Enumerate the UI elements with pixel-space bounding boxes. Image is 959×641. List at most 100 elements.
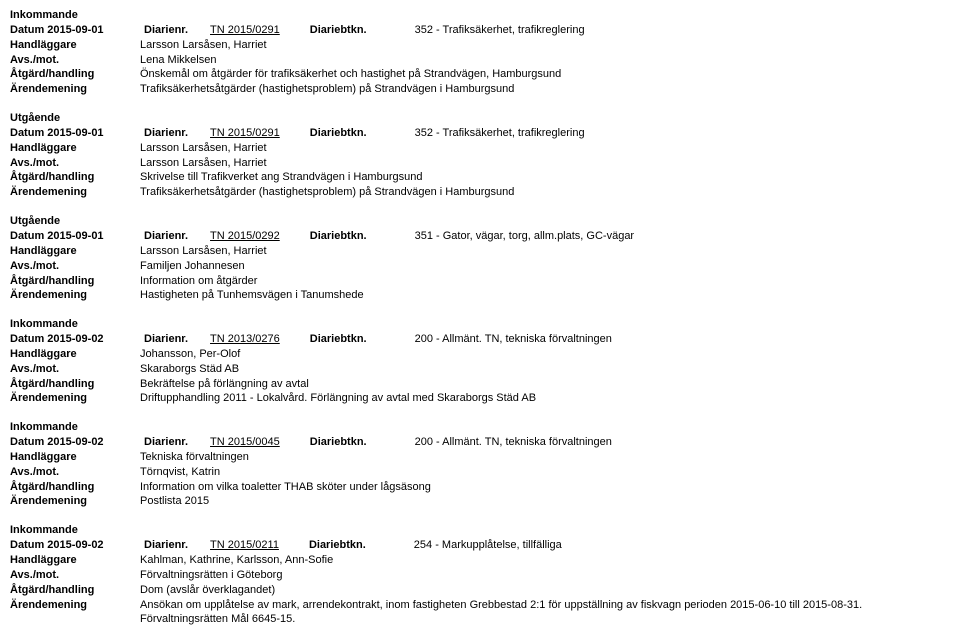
datum-label: Datum 2015-09-01 — [10, 229, 140, 244]
field-row: HandläggareKahlman, Kathrine, Karlsson, … — [10, 553, 949, 568]
field-row: ÄrendemeningHastigheten på Tunhemsvägen … — [10, 288, 949, 303]
handlaggare-value: Kahlman, Kathrine, Karlsson, Ann-Sofie — [140, 553, 949, 568]
diarienr-link[interactable]: TN 2015/0291 — [210, 23, 280, 38]
avsmot-label: Avs./mot. — [10, 53, 140, 68]
arendemening-label: Ärendemening — [10, 391, 140, 406]
handlaggare-label: Handläggare — [10, 141, 140, 156]
diarienr-link[interactable]: TN 2015/0045 — [210, 435, 280, 450]
direction-label: Utgående — [10, 214, 949, 229]
diarienr-label: Diarienr. — [144, 538, 188, 553]
atgard-value: Information om åtgärder — [140, 274, 949, 289]
atgard-value: Skrivelse till Trafikverket ang Strandvä… — [140, 170, 949, 185]
field-row: ÄrendemeningTrafiksäkerhetsåtgärder (has… — [10, 82, 949, 97]
handlaggare-value: Larsson Larsåsen, Harriet — [140, 141, 949, 156]
avsmot-label: Avs./mot. — [10, 465, 140, 480]
diariebtkn-value: 200 - Allmänt. TN, tekniska förvaltninge… — [415, 435, 612, 450]
avsmot-value: Larsson Larsåsen, Harriet — [140, 156, 949, 171]
field-row: Åtgärd/handlingDom (avslår överklagandet… — [10, 583, 949, 598]
field-row: Avs./mot.Förvaltningsrätten i Göteborg — [10, 568, 949, 583]
diarienr-label: Diarienr. — [144, 332, 188, 347]
direction-label: Inkommande — [10, 317, 949, 332]
arendemening-value: Trafiksäkerhetsåtgärder (hastighetsprobl… — [140, 82, 949, 97]
atgard-label: Åtgärd/handling — [10, 480, 140, 495]
handlaggare-label: Handläggare — [10, 244, 140, 259]
field-row: HandläggareLarsson Larsåsen, Harriet — [10, 141, 949, 156]
datum-label: Datum 2015-09-02 — [10, 435, 140, 450]
diarienr-link[interactable]: TN 2015/0292 — [210, 229, 280, 244]
diarienr-label: Diarienr. — [144, 23, 188, 38]
diariebtkn-value: 352 - Trafiksäkerhet, trafikreglering — [415, 23, 585, 38]
field-row: Avs./mot.Lena Mikkelsen — [10, 53, 949, 68]
atgard-value: Information om vilka toaletter THAB sköt… — [140, 480, 949, 495]
entry-0: InkommandeDatum 2015-09-01 Diarienr. TN 20… — [10, 8, 949, 97]
datum-line: Datum 2015-09-01 Diarienr. TN 2015/0291 Dia… — [10, 126, 949, 141]
atgard-value: Bekräftelse på förlängning av avtal — [140, 377, 949, 392]
datum-label: Datum 2015-09-01 — [10, 126, 140, 141]
avsmot-label: Avs./mot. — [10, 362, 140, 377]
field-row: ÄrendemeningAnsökan om upplåtelse av mar… — [10, 598, 949, 628]
diarienr-link[interactable]: TN 2015/0291 — [210, 126, 280, 141]
diariebtkn-value: 254 - Markupplåtelse, tillfälliga — [414, 538, 562, 553]
avsmot-value: Familjen Johannesen — [140, 259, 949, 274]
field-row: ÄrendemeningDriftupphandling 2011 - Loka… — [10, 391, 949, 406]
direction-label: Inkommande — [10, 523, 949, 538]
datum-line: Datum 2015-09-01 Diarienr. TN 2015/0292 Dia… — [10, 229, 949, 244]
field-row: Åtgärd/handlingInformation om vilka toal… — [10, 480, 949, 495]
field-row: ÄrendemeningTrafiksäkerhetsåtgärder (has… — [10, 185, 949, 200]
direction-label: Inkommande — [10, 8, 949, 23]
entry-2: UtgåendeDatum 2015-09-01 Diarienr. TN 2015… — [10, 214, 949, 303]
field-row: Åtgärd/handlingBekräftelse på förlängnin… — [10, 377, 949, 392]
handlaggare-value: Johansson, Per-Olof — [140, 347, 949, 362]
diarienr-link[interactable]: TN 2013/0276 — [210, 332, 280, 347]
entry-5: InkommandeDatum 2015-09-02 Diarienr. TN 20… — [10, 523, 949, 627]
field-row: HandläggareTekniska förvaltningen — [10, 450, 949, 465]
datum-label: Datum 2015-09-02 — [10, 332, 140, 347]
datum-line: Datum 2015-09-02 Diarienr. TN 2013/0276 Dia… — [10, 332, 949, 347]
diarienr-label: Diarienr. — [144, 126, 188, 141]
datum-label: Datum 2015-09-01 — [10, 23, 140, 38]
arendemening-value: Trafiksäkerhetsåtgärder (hastighetsprobl… — [140, 185, 949, 200]
datum-line: Datum 2015-09-02Diarienr.TN 2015/0045Dia… — [10, 435, 949, 450]
entry-4: InkommandeDatum 2015-09-02Diarienr.TN 20… — [10, 420, 949, 509]
handlaggare-value: Larsson Larsåsen, Harriet — [140, 38, 949, 53]
avsmot-value: Lena Mikkelsen — [140, 53, 949, 68]
handlaggare-label: Handläggare — [10, 38, 140, 53]
diariebtkn-label: Diariebtkn. — [310, 126, 367, 141]
diariebtkn-value: 351 - Gator, vägar, torg, allm.plats, GC… — [415, 229, 634, 244]
diariebtkn-label: Diariebtkn. — [310, 229, 367, 244]
diariebtkn-value: 200 - Allmänt. TN, tekniska förvaltninge… — [415, 332, 612, 347]
field-row: Åtgärd/handlingInformation om åtgärder — [10, 274, 949, 289]
atgard-value: Önskemål om åtgärder för trafiksäkerhet … — [140, 67, 949, 82]
handlaggare-value: Larsson Larsåsen, Harriet — [140, 244, 949, 259]
arendemening-value: Driftupphandling 2011 - Lokalvård. Förlä… — [140, 391, 949, 406]
arendemening-label: Ärendemening — [10, 82, 140, 97]
arendemening-label: Ärendemening — [10, 598, 140, 628]
handlaggare-label: Handläggare — [10, 553, 140, 568]
avsmot-label: Avs./mot. — [10, 156, 140, 171]
arendemening-value: Hastigheten på Tunhemsvägen i Tanumshede — [140, 288, 949, 303]
field-row: Åtgärd/handlingÖnskemål om åtgärder för … — [10, 67, 949, 82]
atgard-label: Åtgärd/handling — [10, 377, 140, 392]
diariebtkn-label: Diariebtkn. — [310, 332, 367, 347]
atgard-label: Åtgärd/handling — [10, 583, 140, 598]
diarienr-label: Diarienr. — [144, 229, 188, 244]
avsmot-value: Törnqvist, Katrin — [140, 465, 949, 480]
atgard-value: Dom (avslår överklagandet) — [140, 583, 949, 598]
atgard-label: Åtgärd/handling — [10, 170, 140, 185]
arendemening-value: Ansökan om upplåtelse av mark, arrendeko… — [140, 598, 949, 628]
handlaggare-label: Handläggare — [10, 450, 140, 465]
field-row: Avs./mot.Skaraborgs Städ AB — [10, 362, 949, 377]
atgard-label: Åtgärd/handling — [10, 67, 140, 82]
entry-1: UtgåendeDatum 2015-09-01Diarienr.TN 2015… — [10, 111, 949, 200]
handlaggare-value: Tekniska förvaltningen — [140, 450, 949, 465]
arendemening-label: Ärendemening — [10, 494, 140, 509]
atgard-label: Åtgärd/handling — [10, 274, 140, 289]
field-row: HandläggareLarsson Larsåsen, Harriet — [10, 38, 949, 53]
arendemening-label: Ärendemening — [10, 185, 140, 200]
datum-line: Datum 2015-09-02Diarienr.TN 2015/0211Dia… — [10, 538, 949, 553]
datum-label: Datum 2015-09-02 — [10, 538, 140, 553]
diariebtkn-label: Diariebtkn. — [310, 23, 367, 38]
diarienr-label: Diarienr. — [144, 435, 188, 450]
diarienr-link[interactable]: TN 2015/0211 — [210, 538, 279, 553]
avsmot-value: Skaraborgs Städ AB — [140, 362, 949, 377]
